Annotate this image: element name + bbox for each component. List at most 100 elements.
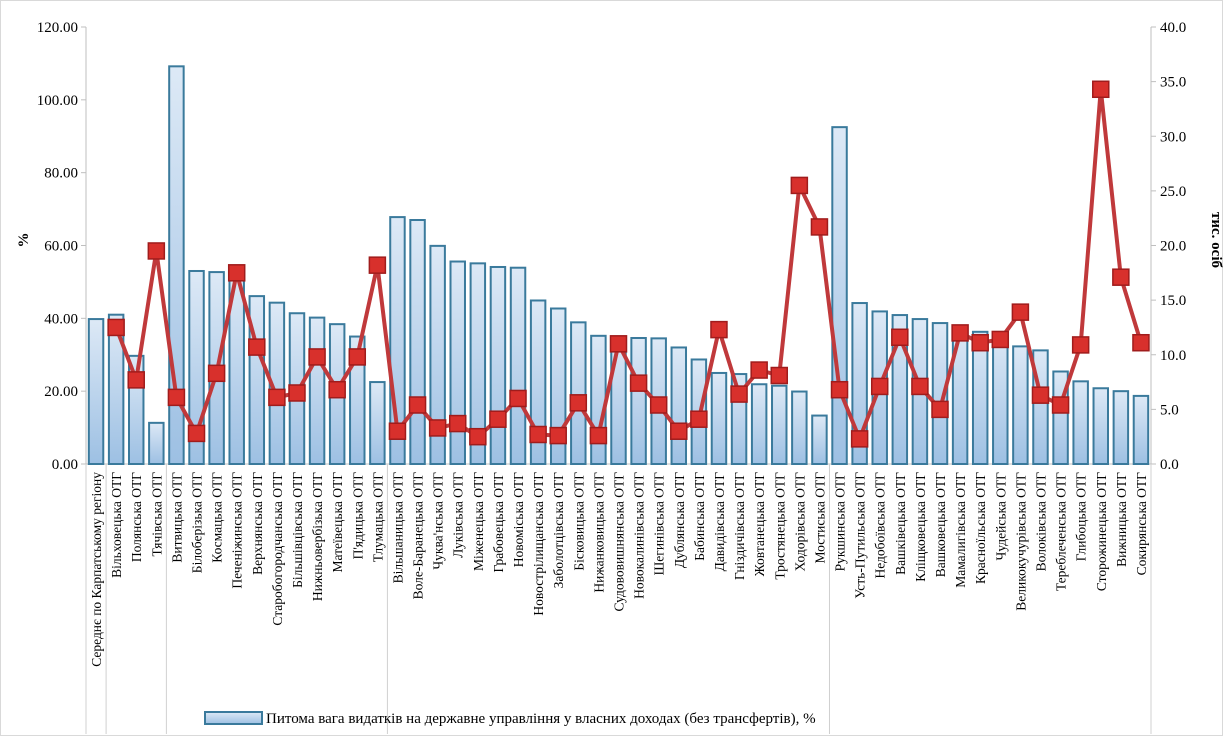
- bar: [1012, 345, 1029, 466]
- line-point: [609, 335, 628, 353]
- bar: [148, 421, 165, 465]
- bar: [750, 383, 768, 465]
- line-point: [288, 384, 306, 402]
- y2-tick-label: 25.0: [1160, 184, 1186, 200]
- y2-tick-label: 30.0: [1160, 129, 1186, 145]
- line-point: [348, 348, 367, 366]
- bar: [188, 269, 205, 465]
- line-point: [489, 410, 507, 428]
- y2-tick-label: 0.0: [1160, 457, 1179, 473]
- y-tick-label: 0.00: [52, 457, 78, 473]
- line-point: [248, 338, 266, 356]
- line-point: [167, 388, 186, 407]
- line-point: [227, 264, 246, 282]
- line-point: [589, 426, 608, 445]
- line-point: [891, 328, 909, 347]
- line-point: [268, 388, 286, 407]
- line-point: [1112, 268, 1130, 286]
- line-point: [750, 361, 768, 379]
- axes: 0.00 20.00 40.00 60.00 80.00 100.00 120.00 0.0 5…: [37, 20, 1186, 734]
- line-point: [408, 396, 427, 414]
- legend-swatch: [204, 711, 263, 725]
- line-point: [790, 176, 809, 195]
- line-point: [469, 427, 487, 446]
- line-point: [328, 380, 346, 399]
- category-label: Тлумацька ОТГ: [370, 472, 385, 562]
- bar: [429, 244, 446, 465]
- category-label: Чуква'нська ОТГ: [431, 472, 446, 570]
- bar: [831, 126, 848, 465]
- category-label: Заболотцівська ОТГ: [551, 472, 566, 589]
- line-point: [368, 256, 387, 274]
- bar: [1072, 380, 1089, 465]
- bar: [710, 371, 728, 466]
- category-label: Міженецька ОТГ: [471, 472, 486, 571]
- category-label: Волоківська ОТГ: [1033, 472, 1048, 572]
- line-point: [911, 377, 929, 396]
- bar: [509, 266, 527, 465]
- category-label: Білоберізька ОТГ: [190, 472, 205, 573]
- line-point: [629, 374, 648, 392]
- category-label: Новокалинівська ОТГ: [632, 472, 647, 599]
- category-label: Матеївецька ОТГ: [330, 472, 345, 573]
- line-point: [670, 422, 688, 440]
- line-point: [127, 371, 145, 389]
- legend: Питома вага видатків на державне управлі…: [204, 711, 816, 727]
- line-point: [1071, 336, 1090, 354]
- bar: [851, 302, 868, 465]
- bar: [931, 322, 949, 465]
- category-label: Грабовецька ОТГ: [491, 472, 506, 573]
- line-point: [1132, 333, 1150, 352]
- bar: [670, 346, 688, 466]
- category-label: Новострілищанська ОТГ: [531, 472, 546, 616]
- category-label: Великокучурівська ОТГ: [1013, 472, 1028, 611]
- category-label: Середнє по Карпатському регіону: [89, 472, 104, 667]
- category-label: Дублянська ОТГ: [672, 472, 687, 568]
- y2-axis-label: тис. осіб: [1208, 212, 1223, 268]
- y-tick-label: 100.00: [37, 93, 78, 109]
- category-label: Нижньовербізька ОТГ: [310, 472, 325, 601]
- line-point: [529, 425, 547, 444]
- bar: [891, 314, 909, 466]
- category-label: Вижницька ОТГ: [1114, 472, 1129, 567]
- category-label: Верхнянська ОТГ: [250, 472, 265, 575]
- y-tick-label: 80.00: [44, 166, 78, 182]
- bar: [811, 414, 828, 465]
- line-point: [448, 414, 467, 433]
- y-tick-label: 120.00: [37, 20, 78, 36]
- category-label: Більшівцівська ОТГ: [290, 472, 305, 588]
- y-tick-label: 20.00: [44, 384, 78, 400]
- bar: [107, 313, 125, 466]
- category-labels: Середнє по Карпатському регіону Вільховец…: [89, 472, 1149, 667]
- line-point: [549, 426, 567, 445]
- bar: [409, 219, 426, 465]
- bar: [529, 299, 547, 465]
- y-axis-label: %: [16, 233, 32, 248]
- category-label: Вільховецька ОТГ: [109, 472, 124, 578]
- line-point: [1031, 386, 1050, 404]
- category-label: Усть-Путильська ОТГ: [853, 472, 868, 599]
- series-line: [114, 87, 1143, 441]
- category-label: Вашківецька ОТГ: [893, 472, 908, 575]
- line-point: [1051, 396, 1070, 414]
- line-point: [710, 320, 728, 339]
- category-label: Мамалигівська ОТГ: [953, 472, 968, 588]
- bar: [590, 334, 607, 465]
- category-label: Тереблеченська ОТГ: [1054, 472, 1069, 591]
- y2-tick-label: 35.0: [1160, 75, 1186, 91]
- bar: [791, 390, 808, 465]
- bar: [1092, 387, 1109, 465]
- line-point: [187, 424, 206, 443]
- line-point: [308, 348, 326, 366]
- legend-label: Питома вага видатків на державне управлі…: [266, 711, 816, 727]
- line-point: [850, 430, 869, 448]
- bar: [630, 336, 647, 465]
- category-label: Бісковицька ОТГ: [571, 472, 586, 571]
- bar: [1132, 394, 1150, 466]
- category-label: Тростянецька ОТГ: [772, 472, 787, 580]
- category-label: Кліщковецька ОТГ: [913, 472, 928, 582]
- bar: [549, 307, 567, 465]
- y2-tick-label: 20.0: [1160, 239, 1186, 255]
- category-label: Жовтанецька ОТГ: [752, 472, 767, 577]
- category-label: Недобоївська ОТГ: [873, 472, 888, 579]
